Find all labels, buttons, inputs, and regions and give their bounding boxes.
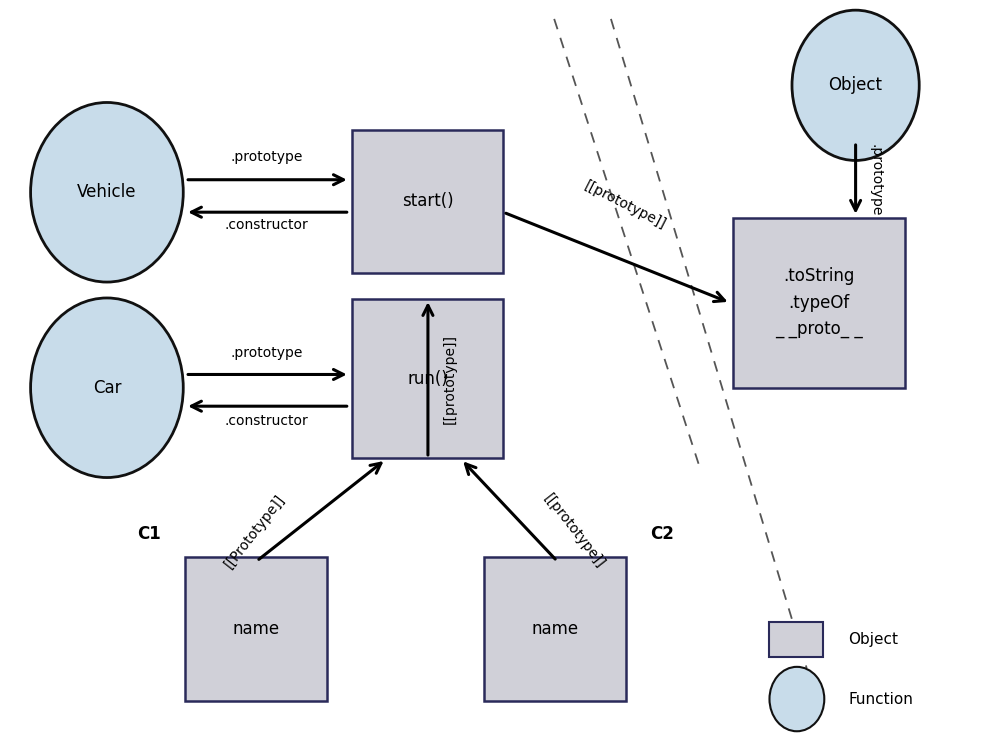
Text: [[prototype]]: [[prototype]] [540,492,606,571]
FancyBboxPatch shape [733,218,903,388]
Ellipse shape [31,102,183,282]
Ellipse shape [791,10,918,160]
Ellipse shape [769,667,823,731]
FancyBboxPatch shape [351,299,503,458]
FancyBboxPatch shape [483,557,625,701]
Text: .constructor: .constructor [225,413,308,427]
Text: Function: Function [848,692,913,706]
Text: [[prototype]]: [[prototype]] [581,178,668,231]
Ellipse shape [31,298,183,477]
Text: run(): run() [406,369,448,387]
FancyBboxPatch shape [351,130,503,274]
Text: Vehicle: Vehicle [77,184,136,201]
Text: Object: Object [847,632,897,647]
Text: .prototype: .prototype [230,345,303,360]
Text: .constructor: .constructor [225,218,308,232]
Text: Object: Object [828,76,881,94]
Text: [[Prototype]]: [[Prototype]] [222,492,288,571]
Text: Car: Car [93,379,121,397]
Text: C1: C1 [137,524,161,542]
Text: .prototype: .prototype [230,150,303,164]
Text: start(): start() [401,192,453,210]
Text: C2: C2 [650,524,673,542]
Text: name: name [233,621,279,639]
Text: .toString
.typeOf
_ _proto_ _: .toString .typeOf _ _proto_ _ [774,267,862,339]
FancyBboxPatch shape [185,557,326,701]
Text: .prototype: .prototype [868,143,881,216]
Text: name: name [530,621,578,639]
Text: [[prototype]]: [[prototype]] [442,334,457,424]
FancyBboxPatch shape [769,621,822,657]
